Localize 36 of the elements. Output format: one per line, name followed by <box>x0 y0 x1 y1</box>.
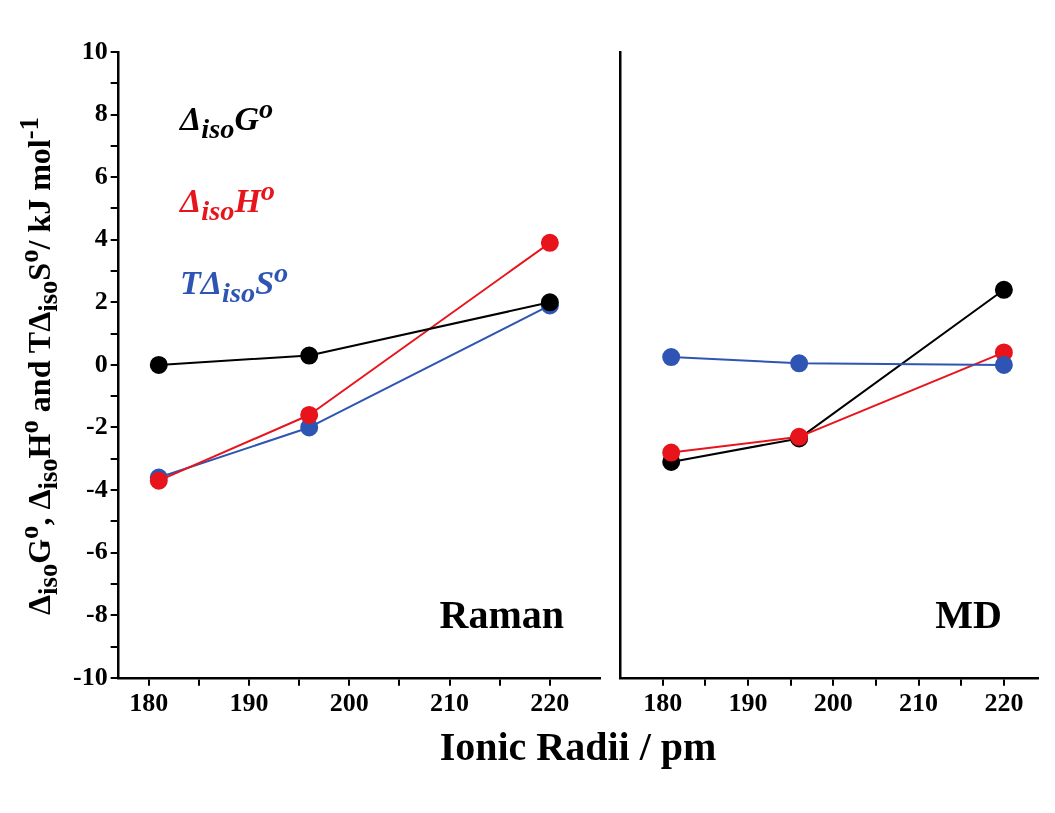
y-tick-label: -10 <box>72 661 108 691</box>
x-tick-label: 210 <box>899 688 939 718</box>
y-tick-label: 10 <box>81 35 108 65</box>
text: Δ$_{iso}$G$^{o}$ <box>180 92 275 147</box>
y-tick-label: 8 <box>94 98 108 128</box>
x-tick-label: 180 <box>129 688 169 718</box>
y-tick-label: -8 <box>85 598 108 628</box>
annotation: MD <box>935 592 1002 638</box>
x-axis-title: Ionic Radii / pm <box>438 723 718 770</box>
point <box>149 355 168 374</box>
x-tick-label: 190 <box>229 688 269 718</box>
point <box>662 443 681 462</box>
point <box>994 355 1013 374</box>
text: Δ$_{iso}$H$^{o}$ <box>180 174 276 229</box>
x-tick-label: 180 <box>643 688 683 718</box>
x-tick-label: 200 <box>813 688 853 718</box>
point <box>662 348 681 367</box>
x-tick-label: 190 <box>728 688 768 718</box>
y-tick-label: -6 <box>85 536 108 566</box>
y-tick-label: 6 <box>94 160 108 190</box>
x-tick-label: 220 <box>984 688 1024 718</box>
point <box>300 405 319 424</box>
y-tick-label: -2 <box>85 411 108 441</box>
point <box>790 354 809 373</box>
x-tick-label: 210 <box>430 688 470 718</box>
annotation: Raman <box>439 592 564 638</box>
y-tick-label: 0 <box>94 348 108 378</box>
point <box>540 233 559 252</box>
point <box>994 280 1013 299</box>
x-tick-label: 220 <box>530 688 570 718</box>
y-tick-label: 4 <box>94 223 108 253</box>
y-tick-label: -4 <box>85 473 108 503</box>
x-tick-label: 200 <box>329 688 369 718</box>
y-tick-label: 2 <box>94 286 108 316</box>
text: TΔ$_{iso}$S$^{o}$ <box>180 256 289 311</box>
point <box>300 346 319 365</box>
